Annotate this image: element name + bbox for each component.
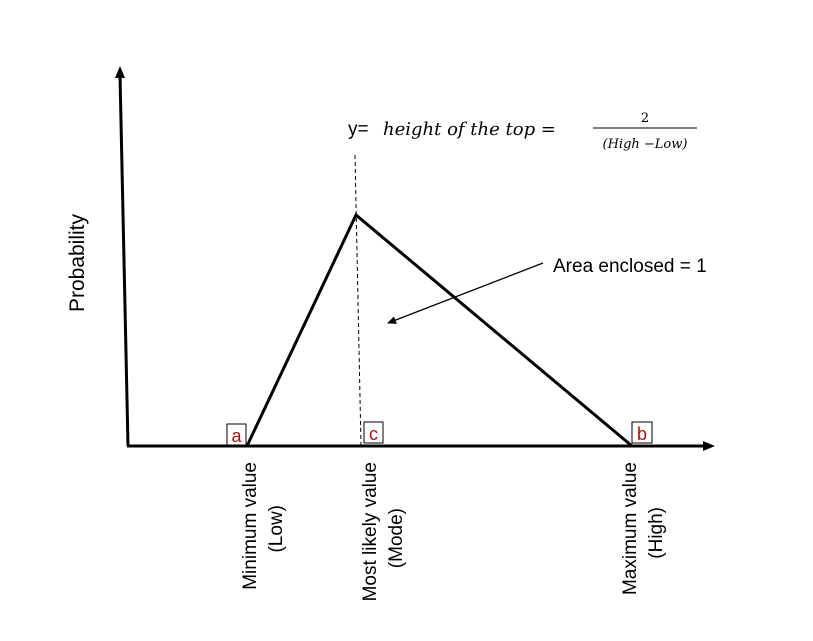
area-annotation: Area enclosed = 1 bbox=[553, 256, 707, 277]
mode-dashed-line bbox=[354, 154, 362, 447]
area-annotation-arrow bbox=[387, 262, 544, 324]
point-b-box: b bbox=[631, 421, 653, 444]
formula-lhs: y= bbox=[348, 119, 369, 140]
x-label-maximum-line1: Maximum value bbox=[620, 462, 641, 595]
x-label-minimum-line2: (Low) bbox=[266, 505, 287, 553]
triangle-shape bbox=[245, 212, 633, 448]
point-b-label: b bbox=[637, 424, 647, 444]
point-c-box: c bbox=[363, 421, 384, 444]
x-label-minimum: Minimum value (Low) bbox=[240, 462, 287, 590]
point-a-label: a bbox=[231, 426, 242, 446]
formula-numerator: 2 bbox=[641, 111, 649, 126]
x-label-mode: Most likely value (Mode) bbox=[360, 462, 407, 601]
x-label-maximum-line2: (High) bbox=[646, 507, 667, 559]
x-axis-arrowhead bbox=[703, 441, 715, 451]
y-axis-arrowhead bbox=[115, 66, 125, 78]
x-label-mode-line2: (Mode) bbox=[386, 508, 407, 568]
x-label-maximum: Maximum value (High) bbox=[620, 462, 667, 595]
x-label-mode-line1: Most likely value bbox=[360, 462, 381, 601]
point-a-box: a bbox=[226, 423, 247, 446]
point-c-label: c bbox=[369, 424, 378, 444]
y-axis-label: Probability bbox=[66, 213, 89, 312]
formula-expression: height of the top = bbox=[383, 119, 556, 140]
x-label-minimum-line1: Minimum value bbox=[240, 462, 261, 590]
y-axis bbox=[118, 74, 130, 447]
formula-denominator: (High −Low) bbox=[603, 137, 688, 152]
